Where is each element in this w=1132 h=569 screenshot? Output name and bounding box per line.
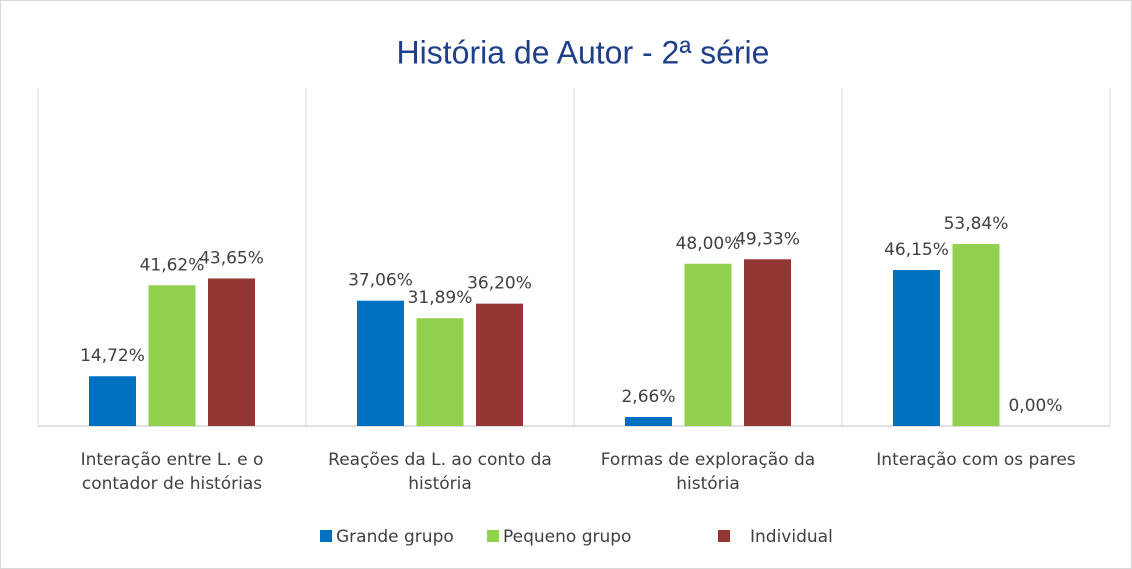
value-label: 53,84% bbox=[944, 214, 1009, 234]
legend-swatch bbox=[718, 530, 730, 542]
bar bbox=[476, 303, 523, 426]
value-label: 37,06% bbox=[348, 271, 413, 291]
legend-label: Individual bbox=[750, 527, 833, 547]
bar bbox=[208, 278, 255, 426]
x-tick-label: Interação entre L. e o contador de histó… bbox=[80, 450, 264, 494]
value-label: 46,15% bbox=[884, 240, 949, 260]
bar bbox=[893, 270, 940, 426]
value-label: 0,00% bbox=[1008, 396, 1062, 416]
bar bbox=[357, 300, 404, 426]
bar bbox=[416, 318, 464, 426]
value-label: 43,65% bbox=[199, 248, 264, 268]
value-label: 14,72% bbox=[80, 346, 145, 366]
legend-swatch bbox=[487, 530, 499, 542]
bar bbox=[625, 417, 672, 426]
x-tick-label: Interação com os pares bbox=[876, 450, 1076, 470]
bar bbox=[89, 376, 136, 426]
value-label: 49,33% bbox=[735, 229, 800, 249]
chart-title: História de Autor - 2ª série bbox=[397, 34, 770, 70]
bar bbox=[952, 244, 1000, 426]
value-label: 36,20% bbox=[467, 274, 532, 294]
value-label: 2,66% bbox=[621, 387, 675, 407]
legend-swatch bbox=[320, 530, 332, 542]
bar bbox=[148, 285, 196, 426]
value-label: 31,89% bbox=[408, 288, 473, 308]
x-tick-label: Reações da L. ao conto da história bbox=[328, 450, 552, 494]
bar bbox=[744, 259, 791, 426]
bar bbox=[684, 263, 732, 426]
legend-label: Grande grupo bbox=[336, 527, 454, 547]
legend-label: Pequeno grupo bbox=[503, 527, 631, 547]
value-label: 41,62% bbox=[140, 255, 205, 275]
value-label: 48,00% bbox=[676, 234, 741, 254]
x-tick-label: Formas de exploração da história bbox=[600, 450, 816, 494]
